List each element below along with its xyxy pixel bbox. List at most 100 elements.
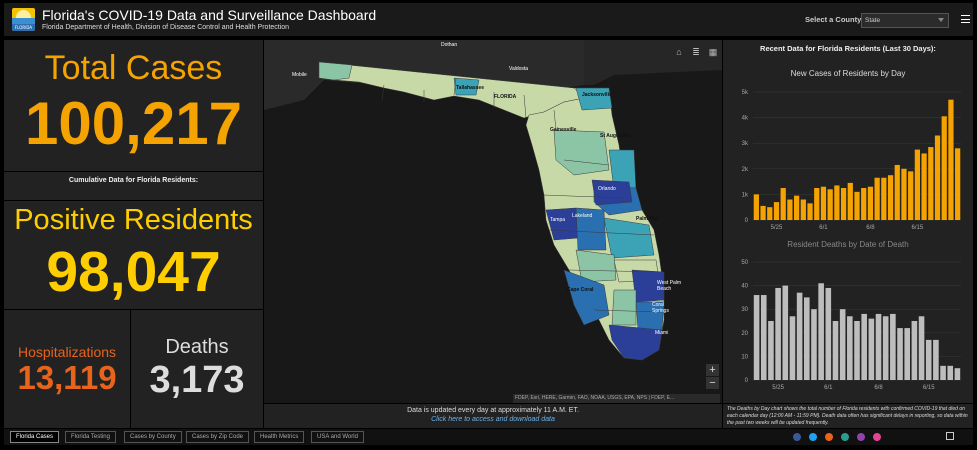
deaths-chart-bar[interactable] bbox=[890, 313, 896, 380]
cases-chart-ytick-label: 4k bbox=[742, 116, 749, 122]
deaths-chart-bar[interactable] bbox=[760, 295, 767, 380]
legend-icon[interactable]: ≣ bbox=[692, 47, 700, 57]
deaths-chart-bar[interactable] bbox=[782, 285, 789, 380]
tab-florida-cases[interactable]: Florida Cases bbox=[10, 431, 60, 443]
map-label-valdosta: Valdosta bbox=[509, 66, 529, 72]
tab-usa-and-world[interactable]: USA and World bbox=[311, 431, 364, 443]
deaths-chart-bar[interactable] bbox=[775, 287, 781, 380]
deaths-chart-bar[interactable] bbox=[940, 365, 946, 380]
tab-cases-by-zip-code[interactable]: Cases by Zip Code bbox=[186, 431, 250, 443]
deaths-chart-bar[interactable] bbox=[811, 309, 817, 380]
download-data-link[interactable]: Click here to access and download data bbox=[431, 416, 555, 423]
facebook-icon[interactable] bbox=[793, 433, 801, 441]
home-icon[interactable]: ⌂ bbox=[676, 47, 682, 57]
cases-chart-bar[interactable] bbox=[921, 153, 927, 220]
zoom-out-button[interactable]: − bbox=[706, 377, 719, 389]
cases-chart-bar[interactable] bbox=[941, 116, 947, 220]
deaths-chart-ytick-label: 10 bbox=[741, 354, 748, 360]
cases-chart-bar[interactable] bbox=[934, 135, 941, 220]
deaths-by-day-chart[interactable]: 0 10 20 30 40 50 5/25 6/1 6/8 6/15 bbox=[723, 252, 973, 402]
cases-chart-title: New Cases of Residents by Day bbox=[790, 69, 906, 78]
cases-chart-ytick-label: 1k bbox=[742, 192, 749, 198]
cases-chart-xtick-label: 5/25 bbox=[771, 225, 783, 231]
deaths-chart-bar[interactable] bbox=[768, 321, 774, 380]
cases-chart-bar[interactable] bbox=[847, 182, 853, 220]
share-icon[interactable] bbox=[873, 433, 881, 441]
basemap-icon[interactable]: ▦ bbox=[708, 47, 718, 57]
cases-chart-bar[interactable] bbox=[753, 194, 759, 220]
tab-bar: Florida Cases Florida Testing Cases by C… bbox=[4, 429, 973, 445]
cases-chart-bar[interactable] bbox=[914, 149, 921, 220]
cases-chart-bar[interactable] bbox=[955, 148, 961, 220]
cases-chart-bar[interactable] bbox=[840, 188, 847, 220]
cases-chart-bar[interactable] bbox=[814, 188, 820, 220]
cases-chart-bar[interactable] bbox=[928, 147, 934, 220]
deaths-chart-bar[interactable] bbox=[803, 297, 810, 380]
deaths-chart-bar[interactable] bbox=[839, 309, 846, 380]
cases-chart-bar[interactable] bbox=[807, 203, 813, 220]
cases-chart-bar[interactable] bbox=[820, 186, 827, 220]
external-link-icon[interactable] bbox=[946, 432, 954, 440]
map-label-st-augustine: St Augustine bbox=[600, 133, 631, 139]
zoom-in-button[interactable]: + bbox=[706, 364, 719, 376]
deaths-chart-bar[interactable] bbox=[753, 295, 760, 380]
linkedin-icon[interactable] bbox=[841, 433, 849, 441]
cases-chart-ytick-label: 0 bbox=[745, 218, 749, 224]
cases-chart-bar[interactable] bbox=[861, 188, 867, 220]
deaths-chart-bar[interactable] bbox=[854, 321, 860, 380]
deaths-chart-bar[interactable] bbox=[832, 321, 839, 380]
deaths-chart-bar[interactable] bbox=[861, 313, 867, 380]
deaths-chart-bar[interactable] bbox=[825, 287, 832, 380]
map-label-gainesville: Gainesville bbox=[550, 127, 577, 133]
deaths-chart-bar[interactable] bbox=[954, 368, 961, 380]
deaths-chart-bar[interactable] bbox=[789, 316, 796, 380]
deaths-chart-bar[interactable] bbox=[925, 339, 932, 380]
cases-chart-bar[interactable] bbox=[854, 191, 860, 220]
email-icon[interactable] bbox=[857, 433, 865, 441]
cases-chart-bar[interactable] bbox=[901, 168, 907, 220]
cases-by-day-chart[interactable]: 0 1k 2k 3k 4k 5k 5/25 6/1 6/8 6/15 bbox=[723, 86, 973, 231]
twitter-icon[interactable] bbox=[809, 433, 817, 441]
map-label-palm-bay: Palm Bay bbox=[636, 216, 659, 222]
deaths-chart-bar[interactable] bbox=[868, 318, 875, 380]
cases-chart-bar[interactable] bbox=[787, 199, 793, 220]
deaths-chart-bar[interactable] bbox=[882, 316, 889, 380]
deaths-chart-bar[interactable] bbox=[818, 283, 824, 380]
cases-chart-bar[interactable] bbox=[908, 171, 914, 220]
cases-chart-bar[interactable] bbox=[767, 207, 773, 220]
map-label-mobile: Mobile bbox=[292, 72, 307, 78]
deaths-chart-bar[interactable] bbox=[847, 316, 853, 380]
deaths-chart-bar[interactable] bbox=[933, 339, 939, 380]
county-map[interactable]: ⌂ ≣ ▦ + − Dothan Valdosta Mobile Tallaha… bbox=[264, 40, 722, 403]
cases-chart-bar[interactable] bbox=[800, 199, 806, 220]
menu-icon[interactable] bbox=[961, 15, 970, 23]
deaths-chart-bar[interactable] bbox=[911, 321, 918, 380]
page-title: Florida's COVID-19 Data and Surveillance… bbox=[42, 7, 377, 23]
cases-chart-bar[interactable] bbox=[867, 186, 874, 220]
cases-chart-bar[interactable] bbox=[780, 188, 786, 220]
deaths-chart-bar[interactable] bbox=[904, 328, 911, 380]
tab-cases-by-county[interactable]: Cases by County bbox=[124, 431, 182, 443]
cases-chart-bar[interactable] bbox=[773, 202, 780, 220]
cases-chart-bar[interactable] bbox=[894, 164, 900, 220]
cases-chart-bar[interactable] bbox=[827, 189, 833, 220]
deaths-chart-bar[interactable] bbox=[897, 328, 903, 380]
map-label-west-palm-beach: West Palm Beach bbox=[657, 280, 682, 292]
cases-chart-bar[interactable] bbox=[874, 177, 880, 220]
map-label-orlando: Orlando bbox=[598, 186, 616, 192]
deaths-chart-bar[interactable] bbox=[947, 365, 954, 380]
cases-chart-bar[interactable] bbox=[760, 205, 766, 220]
county-select[interactable]: State bbox=[861, 13, 949, 28]
map-canvas[interactable] bbox=[264, 40, 722, 403]
cases-chart-bar[interactable] bbox=[881, 177, 887, 220]
deaths-chart-bar[interactable] bbox=[875, 313, 882, 380]
tab-florida-testing[interactable]: Florida Testing bbox=[65, 431, 116, 443]
deaths-chart-bar[interactable] bbox=[796, 292, 803, 380]
cases-chart-bar[interactable] bbox=[834, 185, 840, 220]
cases-chart-bar[interactable] bbox=[887, 175, 894, 220]
reddit-icon[interactable] bbox=[825, 433, 833, 441]
cases-chart-bar[interactable] bbox=[948, 99, 954, 220]
deaths-chart-bar[interactable] bbox=[918, 316, 925, 380]
cases-chart-bar[interactable] bbox=[793, 195, 800, 220]
tab-health-metrics[interactable]: Health Metrics bbox=[254, 431, 305, 443]
